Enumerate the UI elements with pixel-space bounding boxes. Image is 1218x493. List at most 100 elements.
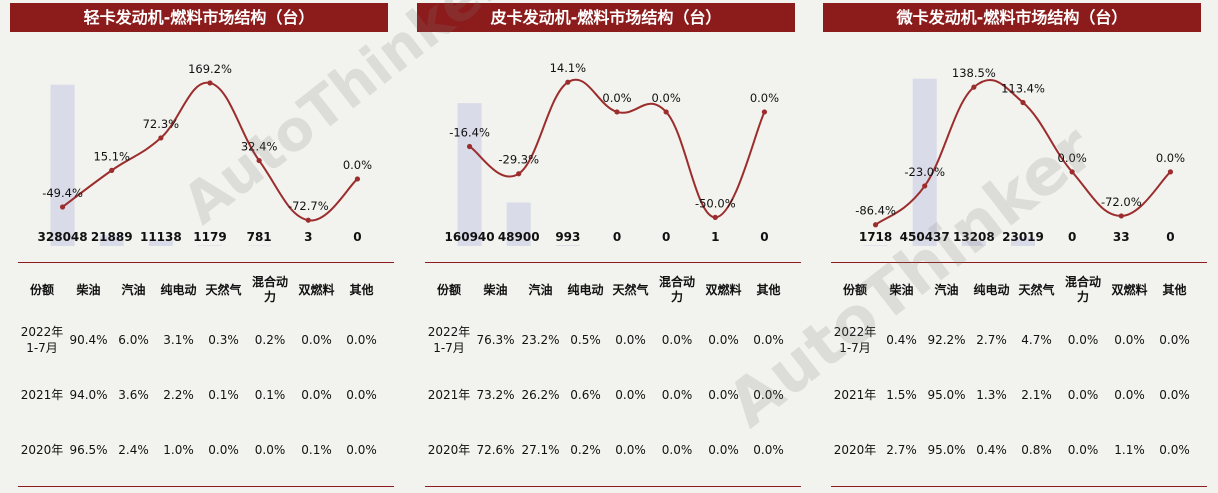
column-header: 纯电动 — [567, 282, 604, 297]
table-cell: 0.0% — [708, 442, 739, 457]
table-cell: 0.0% — [615, 387, 646, 402]
line-data-label: -50.0% — [695, 196, 736, 210]
column-header: 混合动力 — [1064, 275, 1101, 304]
table-cell: 26.2% — [521, 387, 560, 402]
table-row: 2021年 94.0% 3.6% 2.2% 0.1% 0.1% 0.0% 0.0% — [18, 367, 384, 422]
table-row: 2022年1-7月 0.4% 92.2% 2.7% 4.7% 0.0% 0.0% 0.0% — [831, 312, 1197, 367]
bar-data-label: 23019 — [1002, 230, 1044, 244]
table-cell: 76.3% — [476, 332, 515, 347]
bar-data-label: 0 — [1068, 230, 1076, 244]
line-data-label: -72.7% — [288, 199, 329, 213]
column-header: 混合动力 — [658, 275, 695, 304]
row-label: 2021年 — [20, 387, 64, 402]
line-data-label: -16.4% — [449, 126, 490, 140]
table-cell: 0.0% — [708, 332, 739, 347]
column-header: 天然气 — [612, 282, 649, 297]
line-point — [1069, 169, 1075, 175]
bar — [961, 241, 986, 246]
bar — [506, 202, 531, 246]
panel-title: 轻卡发动机-燃料市场结构（台） — [10, 3, 388, 32]
bar-data-label: 13208 — [953, 230, 995, 244]
table-cell: 95.0% — [927, 442, 966, 457]
line-point — [1167, 169, 1174, 175]
line-data-label: 169.2% — [188, 62, 232, 76]
line-data-label: 0.0% — [343, 158, 372, 172]
divider — [18, 262, 394, 263]
line-point — [305, 217, 311, 223]
bar-data-label: 160940 — [445, 230, 495, 244]
row-label: 2020年 — [833, 442, 877, 457]
column-header: 混合动力 — [251, 275, 288, 304]
table-cell: 3.1% — [163, 332, 194, 347]
table-row: 2022年1-7月 90.4% 6.0% 3.1% 0.3% 0.2% 0.0% 0.0% — [18, 312, 384, 367]
line-point — [971, 84, 977, 90]
series-line — [468, 78, 766, 219]
table-row: 2020年 72.6% 27.1% 0.2% 0.0% 0.0% 0.0% 0.0% — [425, 422, 791, 477]
table-cell: 27.1% — [521, 442, 560, 457]
bar-data-label: 1179 — [193, 230, 226, 244]
table-cell: 0.0% — [661, 442, 693, 457]
table-cell: 0.0% — [346, 387, 377, 402]
table-cell: 3.6% — [118, 387, 149, 402]
table-cell: 2.7% — [886, 442, 917, 457]
table-cell: 0.1% — [254, 387, 286, 402]
table-cell: 96.5% — [69, 442, 108, 457]
table-cell: 1.3% — [976, 387, 1007, 402]
line-point — [516, 171, 522, 177]
divider — [425, 262, 801, 263]
line-point — [1118, 213, 1124, 219]
table-cell: 6.0% — [118, 332, 149, 347]
panel-title: 皮卡发动机-燃料市场结构（台） — [417, 3, 795, 32]
divider — [18, 486, 394, 487]
table-cell: 0.4% — [886, 332, 917, 347]
line-data-label: -86.4% — [855, 204, 896, 218]
table-cell: 0.0% — [208, 442, 239, 457]
table-cell: 95.0% — [927, 387, 966, 402]
table-cell: 0.5% — [570, 332, 601, 347]
column-header: 双燃料 — [298, 282, 335, 297]
column-header: 双燃料 — [705, 282, 742, 297]
table-row: 2022年1-7月 76.3% 23.2% 0.5% 0.0% 0.0% 0.0% 0.0% — [425, 312, 791, 367]
table-cell: 1.1% — [1114, 442, 1145, 457]
table-cell: 0.4% — [976, 442, 1007, 457]
column-header: 汽油 — [934, 282, 959, 297]
line-data-label: 113.4% — [1001, 82, 1045, 96]
table-cell: 0.3% — [208, 332, 239, 347]
table-cell: 94.0% — [69, 387, 108, 402]
table-cell: 0.2% — [254, 332, 286, 347]
column-header: 份额 — [436, 282, 461, 297]
line-data-label: 32.4% — [241, 140, 278, 154]
divider — [425, 486, 801, 487]
table-header-row: 份额 柴油 汽油 纯电动 天然气 混合动力 双燃料 其他 — [18, 268, 384, 312]
table-cell: 2.7% — [976, 332, 1007, 347]
share-table: 份额 柴油 汽油 纯电动 天然气 混合动力 双燃料 其他 2022年1-7月 90.4% 6.0% 3… — [18, 268, 384, 477]
table-cell: 0.1% — [301, 442, 332, 457]
column-header: 柴油 — [483, 282, 508, 297]
table-cell: 0.0% — [1067, 442, 1099, 457]
line-data-label: 0.0% — [750, 91, 779, 105]
bar-data-label: 1718 — [859, 230, 892, 244]
line-point — [256, 157, 262, 164]
bar — [99, 235, 124, 246]
table-cell: 0.0% — [301, 387, 332, 402]
table-cell: 0.0% — [708, 387, 739, 402]
row-label: 2020年 — [427, 442, 471, 457]
table-row: 2021年 73.2% 26.2% 0.6% 0.0% 0.0% 0.0% 0.0% — [425, 367, 791, 422]
panel-micro-truck: 微卡发动机-燃料市场结构（台） -86.4% -23.0% 138.5% 113.4%… — [823, 0, 1207, 493]
table-cell: 1.0% — [163, 442, 194, 457]
table-cell: 0.0% — [346, 332, 377, 347]
line-point — [761, 109, 768, 115]
chart-svg: -16.4% -29.3% 14.1% 0.0% 0.0% -50.0% 0.0% 16094… — [445, 61, 779, 246]
table-row: 2020年 2.7% 95.0% 0.4% 0.8% 0.0% 1.1% 0.0% — [831, 422, 1197, 477]
line-data-label: 0.0% — [1058, 151, 1087, 165]
table-cell: 0.0% — [753, 442, 784, 457]
bar — [148, 240, 173, 246]
line-point — [712, 214, 718, 220]
bar-data-label: 781 — [247, 230, 272, 244]
combo-chart: -16.4% -29.3% 14.1% 0.0% 0.0% -50.0% 0.0% 16094… — [417, 34, 795, 256]
column-header: 双燃料 — [1111, 282, 1148, 297]
column-header: 柴油 — [889, 282, 914, 297]
table-cell: 73.2% — [476, 387, 515, 402]
bar — [863, 245, 888, 246]
row-label: 2022年1-7月 — [20, 324, 64, 355]
